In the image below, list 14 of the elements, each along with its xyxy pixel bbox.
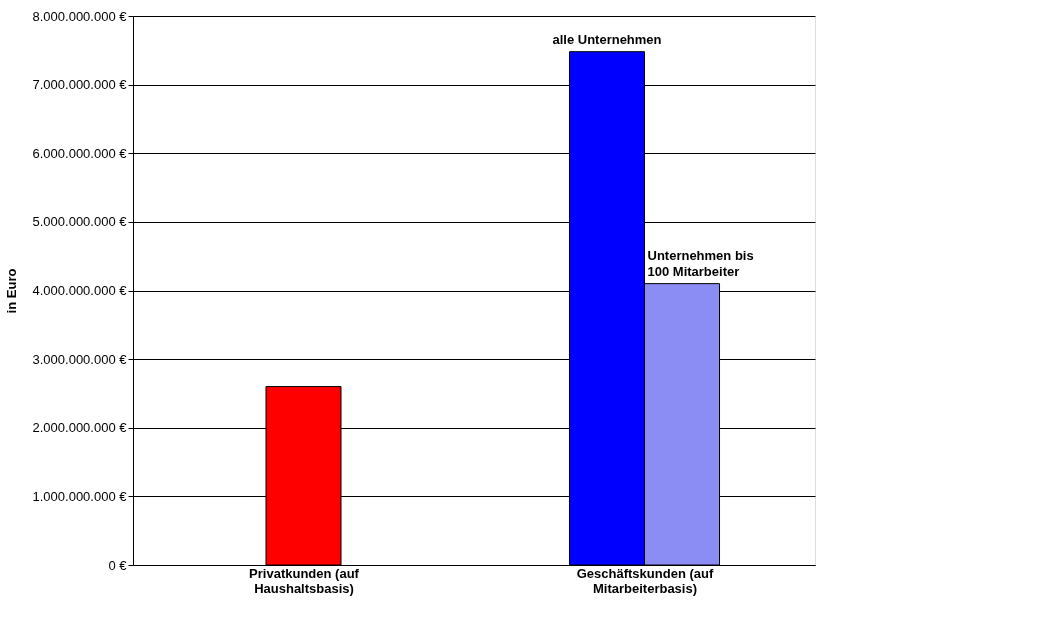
y-tick-label: 5.000.000.000 € xyxy=(32,214,128,230)
y-tick-label: 4.000.000.000 € xyxy=(32,283,128,298)
x-tick-label: Geschäftskunden (auf Mitarbeiterbasis) xyxy=(576,565,714,596)
y-tick-label: 1.000.000.000 € xyxy=(32,488,128,504)
series-label: Unternehmen bis 100 Mitarbeiter xyxy=(647,247,754,279)
x-tick-label: Privatkunden (auf Haushaltsbasis) xyxy=(249,565,360,596)
y-tick-label: 7.000.000.000 € xyxy=(32,77,128,93)
y-tick-label: 2.000.000.000 € xyxy=(32,420,128,436)
y-axis-title: in Euro xyxy=(3,268,19,314)
series-label: alle Unternehmen xyxy=(552,31,662,47)
y-tick-label: 0 € xyxy=(108,557,128,573)
y-tick-label: 8.000.000.000 € xyxy=(32,8,128,24)
y-tick-label: 6.000.000.000 € xyxy=(32,145,128,161)
y-tick-label: 3.000.000.000 € xyxy=(32,351,128,367)
